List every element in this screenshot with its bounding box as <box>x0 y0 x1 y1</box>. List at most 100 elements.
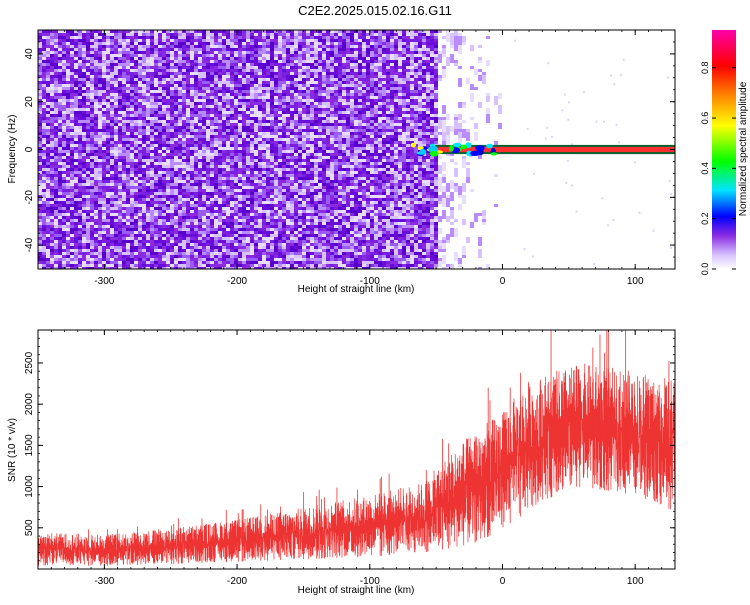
heatmap-cell <box>114 228 118 231</box>
heatmap-cell <box>110 228 114 231</box>
heatmap-cell <box>234 87 238 90</box>
heatmap-cell <box>86 264 90 269</box>
heatmap-cell <box>38 171 42 174</box>
heatmap-cell <box>190 57 194 60</box>
heatmap-cell <box>154 162 158 165</box>
heatmap-cell <box>94 189 98 192</box>
heatmap-cell <box>186 45 190 48</box>
heatmap-cell <box>66 51 70 54</box>
heatmap-cell <box>238 231 242 234</box>
heatmap-cell <box>134 186 138 189</box>
heatmap-cell <box>270 183 274 186</box>
heatmap-cell <box>266 165 270 168</box>
heatmap-cell <box>198 159 202 162</box>
heatmap-cell <box>190 129 194 132</box>
heatmap-cell <box>206 186 210 189</box>
heatmap-cell <box>86 30 90 33</box>
heatmap-cell <box>246 138 250 141</box>
heatmap-cell <box>278 66 282 69</box>
heatmap-cell <box>154 243 158 246</box>
heatmap-cell <box>186 69 190 72</box>
heatmap-cell <box>126 162 130 165</box>
heatmap-cell <box>206 147 210 150</box>
heatmap-cell <box>162 231 166 234</box>
heatmap-cell <box>114 54 118 57</box>
heatmap-cell <box>70 54 74 57</box>
heatmap-cell <box>70 60 74 63</box>
heatmap-cell <box>86 195 90 198</box>
heatmap-cell <box>262 195 266 198</box>
heatmap-cell <box>262 72 266 75</box>
heatmap-cell <box>70 234 74 237</box>
heatmap-cell <box>114 231 118 234</box>
heatmap-cell <box>266 189 270 192</box>
heatmap-cell <box>254 264 258 269</box>
heatmap-cell <box>114 111 118 114</box>
heatmap-cell <box>242 264 246 267</box>
heatmap-cell <box>190 204 194 207</box>
heatmap-cell <box>186 267 190 269</box>
heatmap-cell <box>262 69 266 72</box>
heatmap-cell <box>230 225 234 228</box>
heatmap-cell <box>82 156 86 159</box>
heatmap-cell <box>102 198 106 201</box>
heatmap-cell <box>166 45 170 48</box>
heatmap-cell <box>50 105 54 108</box>
heatmap-cell <box>158 156 162 159</box>
heatmap-cell <box>258 222 262 225</box>
heatmap-cell <box>282 255 286 258</box>
heatmap-cell <box>230 237 234 240</box>
heatmap-cell <box>214 240 218 243</box>
heatmap-cell <box>274 171 278 174</box>
heatmap-cell <box>138 93 142 96</box>
heatmap-cell <box>226 66 230 69</box>
heatmap-cell <box>66 48 70 51</box>
heatmap-cell <box>246 237 250 240</box>
heatmap-cell <box>162 192 166 195</box>
heatmap-cell <box>266 129 270 132</box>
heatmap-cell <box>58 84 62 87</box>
heatmap-cell <box>246 30 250 33</box>
heatmap-cell <box>242 102 246 105</box>
heatmap-cell <box>138 174 142 177</box>
heatmap-cell <box>74 84 78 87</box>
heatmap-cell <box>198 81 202 84</box>
heatmap-cell <box>90 105 94 108</box>
heatmap-cell <box>234 36 238 39</box>
heatmap-cell <box>210 204 214 207</box>
heatmap-cell <box>102 177 106 180</box>
heatmap-cell <box>246 189 250 192</box>
heatmap-cell <box>94 261 98 264</box>
heatmap-cell <box>246 264 250 269</box>
heatmap-cell <box>74 114 78 117</box>
heatmap-cell <box>230 213 234 216</box>
heatmap-cell <box>154 159 158 162</box>
heatmap-cell <box>214 36 218 39</box>
heatmap-cell <box>170 90 174 93</box>
heatmap-cell <box>82 120 86 123</box>
heatmap-cell <box>246 54 250 57</box>
heatmap-cell <box>186 51 190 54</box>
heatmap-cell <box>234 126 238 129</box>
heatmap-cell <box>82 267 86 269</box>
heatmap-cell <box>254 261 258 264</box>
heatmap-cell <box>198 249 202 252</box>
heatmap-cell <box>66 138 70 141</box>
heatmap-cell <box>238 36 242 39</box>
heatmap-cell <box>166 240 170 243</box>
heatmap-cell <box>202 165 206 168</box>
heatmap-cell <box>122 153 126 156</box>
heatmap-cell <box>178 156 182 159</box>
heatmap-cell <box>198 135 202 138</box>
heatmap-cell <box>150 108 154 111</box>
heatmap-cell <box>246 48 250 51</box>
heatmap-cell <box>210 72 214 75</box>
heatmap-cell <box>206 267 210 269</box>
heatmap-cell <box>74 252 78 255</box>
heatmap-cell <box>130 96 134 99</box>
heatmap-cell <box>274 87 278 90</box>
heatmap-cell <box>114 108 118 111</box>
heatmap-cell <box>274 72 278 75</box>
heatmap-cell <box>82 222 86 225</box>
